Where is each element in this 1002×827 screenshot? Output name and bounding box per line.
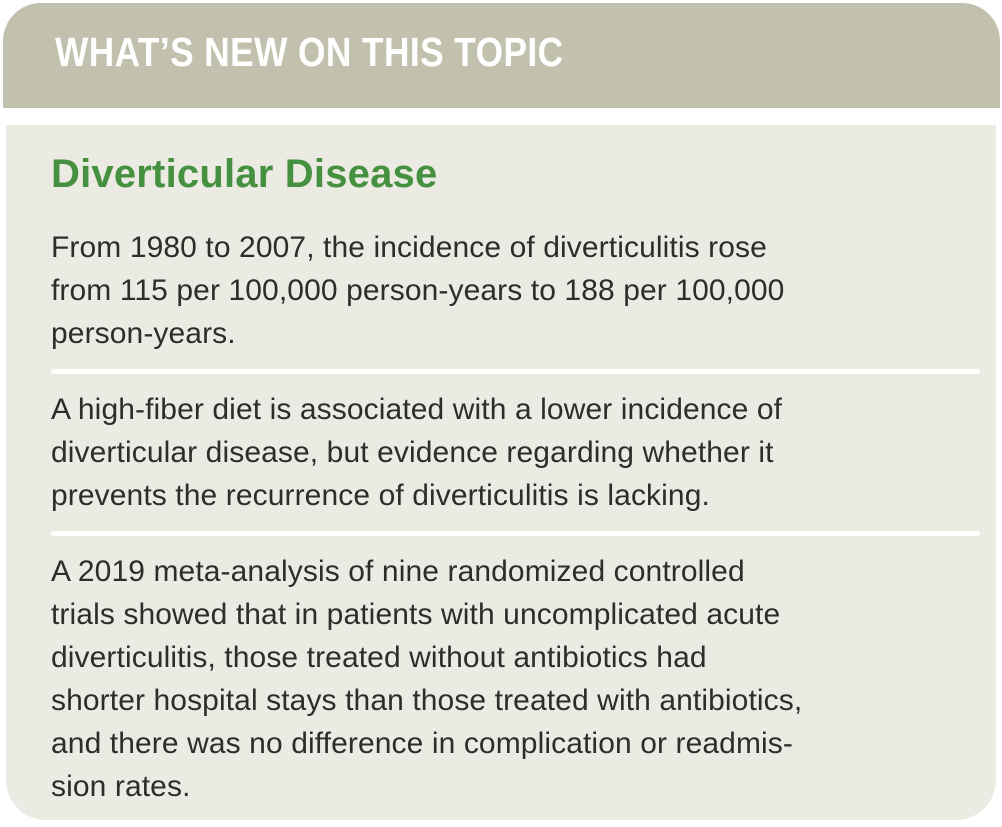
divider-rule (51, 369, 980, 374)
panel-header-bar: WHAT’S NEW ON THIS TOPIC (3, 3, 1000, 108)
panel-header-title: WHAT’S NEW ON THIS TOPIC (55, 29, 564, 75)
panel-body: Diverticular Disease From 1980 to 2007, … (6, 125, 996, 820)
summary-paragraph-fiber-diet: A high-fiber diet is associated with a l… (51, 393, 783, 512)
summary-paragraph-incidence: From 1980 to 2007, the incidence of dive… (51, 231, 785, 350)
topic-heading: Diverticular Disease (51, 152, 438, 196)
summary-paragraph-meta-analysis: A 2019 meta-analysis of nine randomized … (51, 555, 803, 803)
divider-rule (51, 531, 980, 536)
